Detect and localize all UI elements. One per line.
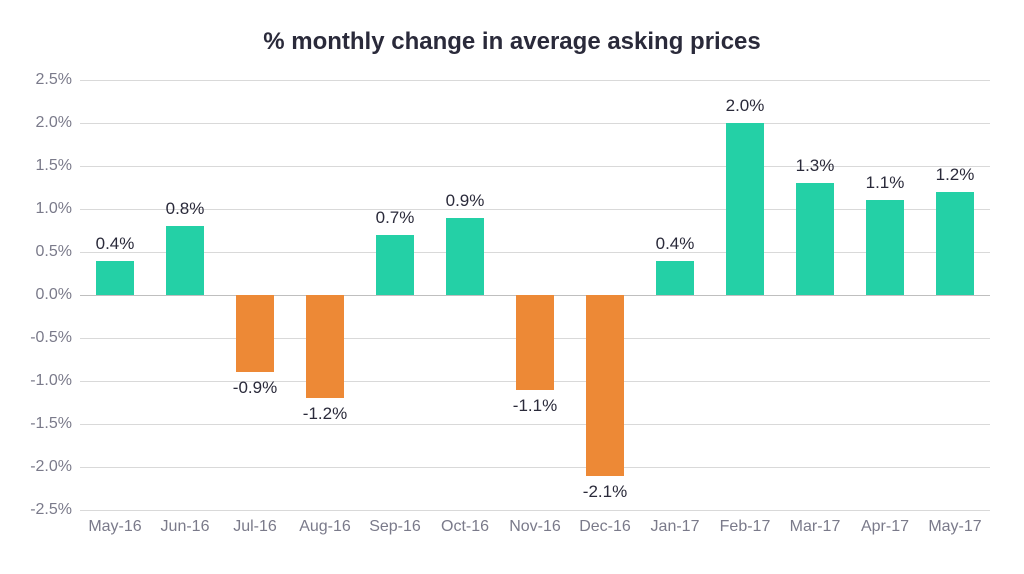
gridline — [80, 209, 990, 210]
x-tick-label: Oct-16 — [441, 510, 489, 536]
y-tick-label: 2.5% — [36, 71, 80, 89]
data-label: 1.1% — [866, 173, 905, 193]
y-tick-label: -1.5% — [30, 415, 80, 433]
bar — [866, 200, 905, 295]
bar — [96, 261, 135, 295]
data-label: 1.3% — [796, 156, 835, 176]
bar — [236, 295, 275, 372]
bar — [936, 192, 975, 295]
gridline — [80, 166, 990, 167]
y-tick-label: -0.5% — [30, 329, 80, 347]
x-tick-label: Jan-17 — [651, 510, 700, 536]
x-tick-label: Jul-16 — [233, 510, 277, 536]
bar — [166, 226, 205, 295]
bar — [726, 123, 765, 295]
bar — [796, 183, 835, 295]
y-tick-label: 1.5% — [36, 157, 80, 175]
gridline — [80, 80, 990, 81]
y-tick-label: 0.5% — [36, 243, 80, 261]
chart-title: % monthly change in average asking price… — [0, 28, 1024, 56]
data-label: 0.4% — [96, 234, 135, 254]
x-tick-label: Jun-16 — [161, 510, 210, 536]
bar — [516, 295, 555, 390]
x-tick-label: Aug-16 — [299, 510, 351, 536]
x-tick-label: Dec-16 — [579, 510, 631, 536]
y-tick-label: 0.0% — [36, 286, 80, 304]
x-tick-label: Mar-17 — [790, 510, 841, 536]
plot-area: -2.5%-2.0%-1.5%-1.0%-0.5%0.0%0.5%1.0%1.5… — [80, 80, 990, 510]
y-tick-label: -2.5% — [30, 501, 80, 519]
bar — [306, 295, 345, 398]
data-label: 2.0% — [726, 96, 765, 116]
y-tick-label: 1.0% — [36, 200, 80, 218]
x-tick-label: Nov-16 — [509, 510, 561, 536]
bar — [656, 261, 695, 295]
data-label: 0.4% — [656, 234, 695, 254]
data-label: 0.8% — [166, 199, 205, 219]
data-label: 0.7% — [376, 208, 415, 228]
x-tick-label: Apr-17 — [861, 510, 909, 536]
bar — [376, 235, 415, 295]
bar — [446, 218, 485, 295]
gridline — [80, 467, 990, 468]
y-tick-label: -2.0% — [30, 458, 80, 476]
gridline — [80, 123, 990, 124]
x-tick-label: May-16 — [88, 510, 141, 536]
y-tick-label: -1.0% — [30, 372, 80, 390]
x-tick-label: Sep-16 — [369, 510, 421, 536]
gridline — [80, 252, 990, 253]
data-label: -0.9% — [233, 378, 277, 398]
chart-container: % monthly change in average asking price… — [0, 0, 1024, 574]
x-tick-label: Feb-17 — [720, 510, 771, 536]
data-label: -1.2% — [303, 404, 347, 424]
data-label: -1.1% — [513, 396, 557, 416]
bar — [586, 295, 625, 476]
data-label: -2.1% — [583, 482, 627, 502]
y-tick-label: 2.0% — [36, 114, 80, 132]
data-label: 1.2% — [936, 165, 975, 185]
x-tick-label: May-17 — [928, 510, 981, 536]
gridline — [80, 424, 990, 425]
data-label: 0.9% — [446, 191, 485, 211]
